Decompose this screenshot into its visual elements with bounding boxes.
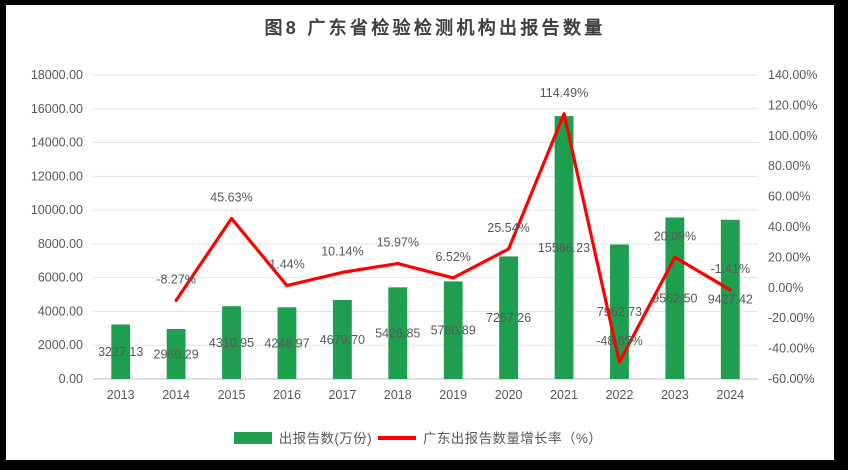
svg-text:120.00%: 120.00% <box>768 98 817 112</box>
svg-text:45.63%: 45.63% <box>210 190 252 204</box>
svg-text:2019: 2019 <box>439 388 467 402</box>
svg-text:2015: 2015 <box>218 388 246 402</box>
svg-text:-1.41%: -1.41% <box>710 262 750 276</box>
svg-text:10000.00: 10000.00 <box>31 203 83 217</box>
svg-text:2000.00: 2000.00 <box>38 338 83 352</box>
svg-text:-60.00%: -60.00% <box>768 372 815 386</box>
svg-text:2018: 2018 <box>384 388 412 402</box>
svg-text:7962.73: 7962.73 <box>597 305 642 319</box>
svg-text:15.97%: 15.97% <box>377 236 419 250</box>
svg-text:100.00%: 100.00% <box>768 129 817 143</box>
svg-text:4679.70: 4679.70 <box>320 333 365 347</box>
svg-text:5780.89: 5780.89 <box>431 324 476 338</box>
svg-text:0.00%: 0.00% <box>768 281 803 295</box>
svg-text:80.00%: 80.00% <box>768 159 810 173</box>
svg-text:2022: 2022 <box>606 388 634 402</box>
svg-text:40.00%: 40.00% <box>768 220 810 234</box>
svg-text:2016: 2016 <box>273 388 301 402</box>
svg-text:20.00%: 20.00% <box>768 250 810 264</box>
svg-text:10.14%: 10.14% <box>321 244 363 258</box>
svg-text:3227.13: 3227.13 <box>98 345 143 359</box>
svg-text:2020: 2020 <box>495 388 523 402</box>
svg-text:2023: 2023 <box>661 388 689 402</box>
svg-text:0.00: 0.00 <box>59 372 83 386</box>
svg-text:4310.95: 4310.95 <box>209 336 254 350</box>
svg-text:4248.97: 4248.97 <box>264 336 309 350</box>
svg-text:5426.85: 5426.85 <box>375 327 420 341</box>
svg-text:6.52%: 6.52% <box>435 250 470 264</box>
svg-text:12000.00: 12000.00 <box>31 169 83 183</box>
svg-text:2014: 2014 <box>162 388 190 402</box>
svg-text:9562.50: 9562.50 <box>652 292 697 306</box>
svg-text:60.00%: 60.00% <box>768 190 810 204</box>
svg-text:6000.00: 6000.00 <box>38 271 83 285</box>
svg-text:9427.42: 9427.42 <box>708 293 753 307</box>
svg-text:15566.23: 15566.23 <box>538 241 590 255</box>
svg-text:2960.29: 2960.29 <box>154 347 199 361</box>
svg-text:18000.00: 18000.00 <box>31 68 83 82</box>
svg-text:140.00%: 140.00% <box>768 68 817 82</box>
svg-text:2013: 2013 <box>107 388 135 402</box>
svg-text:-48.85%: -48.85% <box>596 334 643 348</box>
svg-text:2021: 2021 <box>550 388 578 402</box>
svg-text:2024: 2024 <box>716 388 744 402</box>
svg-text:8000.00: 8000.00 <box>38 237 83 251</box>
svg-text:7257.26: 7257.26 <box>486 311 531 325</box>
svg-text:2017: 2017 <box>328 388 356 402</box>
svg-text:16000.00: 16000.00 <box>31 102 83 116</box>
svg-text:4000.00: 4000.00 <box>38 304 83 318</box>
svg-text:114.49%: 114.49% <box>540 86 588 100</box>
svg-text:-40.00%: -40.00% <box>768 342 815 356</box>
svg-text:25.54%: 25.54% <box>487 221 529 235</box>
svg-text:20.09%: 20.09% <box>654 229 696 243</box>
svg-text:-8.27%: -8.27% <box>156 272 196 286</box>
svg-text:1.44%: 1.44% <box>269 258 304 272</box>
svg-text:14000.00: 14000.00 <box>31 136 83 150</box>
svg-text:-20.00%: -20.00% <box>768 311 815 325</box>
